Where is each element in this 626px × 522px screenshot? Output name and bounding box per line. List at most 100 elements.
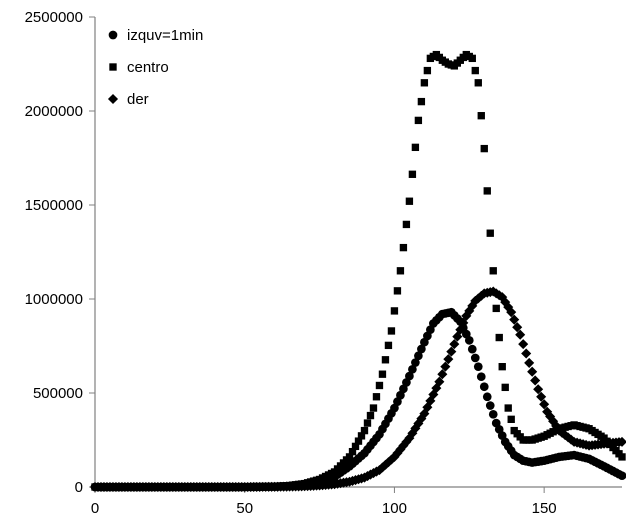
data-point — [375, 381, 384, 390]
data-point — [419, 408, 430, 419]
data-point — [440, 361, 451, 372]
y-tick-label: 2500000 — [25, 9, 83, 26]
data-point — [405, 197, 414, 205]
data-point — [504, 404, 512, 412]
data-point — [524, 357, 535, 368]
data-point — [390, 307, 399, 315]
data-point — [512, 322, 523, 333]
series-circle — [90, 307, 626, 492]
data-point — [410, 423, 421, 434]
data-point — [616, 436, 626, 447]
data-point — [509, 314, 520, 325]
data-point — [437, 369, 448, 380]
data-point — [414, 116, 423, 125]
data-point — [387, 327, 396, 335]
legend-label: izquv=1min — [127, 27, 203, 44]
data-point — [501, 383, 509, 392]
data-point — [381, 356, 390, 364]
tick-labels: 0 500000 1000000 1500000 2000000 2500000 0 50 10… — [25, 9, 557, 517]
data-point — [551, 420, 562, 431]
x-tick-label: 50 — [236, 500, 253, 517]
data-point — [399, 243, 408, 252]
data-point — [492, 304, 500, 313]
data-point — [474, 79, 482, 87]
data-point — [464, 336, 474, 345]
data-point — [389, 451, 400, 462]
data-point — [348, 447, 357, 456]
x-tick-label: 100 — [382, 500, 407, 517]
data-series — [89, 50, 626, 493]
data-point — [378, 370, 387, 378]
data-point — [485, 401, 495, 410]
data-point — [489, 267, 497, 275]
data-point — [402, 220, 411, 229]
data-point — [420, 79, 429, 87]
data-point — [545, 411, 556, 422]
data-point — [425, 395, 436, 406]
data-point — [372, 393, 381, 401]
legend-marker-circle — [108, 30, 118, 40]
y-tick-label: 1500000 — [25, 197, 83, 214]
data-point — [479, 382, 489, 392]
series-diamond — [89, 286, 626, 493]
data-point — [527, 366, 538, 377]
data-point — [449, 339, 460, 350]
data-point — [396, 267, 405, 275]
data-point — [411, 358, 420, 367]
data-point — [470, 353, 480, 363]
data-point — [393, 287, 402, 295]
data-point — [471, 66, 479, 75]
data-point — [417, 344, 426, 354]
x-tick-label: 0 — [91, 500, 99, 517]
data-point — [539, 399, 550, 410]
data-point — [407, 428, 418, 439]
data-point — [443, 354, 454, 365]
legend-label: der — [127, 91, 149, 108]
data-point — [383, 457, 394, 468]
data-point — [377, 462, 388, 473]
data-point — [497, 292, 508, 303]
data-point — [380, 459, 391, 470]
data-point — [431, 383, 442, 394]
y-tick-label: 0 — [75, 479, 83, 496]
data-point — [542, 406, 553, 417]
data-point — [408, 170, 417, 178]
axes — [89, 16, 622, 493]
y-tick-label: 500000 — [33, 385, 83, 402]
data-point — [482, 392, 492, 402]
data-point — [486, 229, 494, 237]
data-point — [357, 432, 366, 440]
data-point — [515, 329, 526, 340]
data-point — [480, 144, 488, 153]
data-point — [405, 371, 414, 381]
data-point — [366, 411, 375, 420]
data-point — [618, 453, 626, 461]
data-point — [506, 307, 517, 318]
y-tick-label: 2000000 — [25, 103, 83, 120]
data-point — [477, 112, 485, 120]
data-point — [533, 384, 544, 395]
series-square — [91, 50, 626, 491]
legend-label: centro — [127, 59, 169, 76]
data-point — [363, 419, 372, 427]
legend-marker-diamond — [107, 93, 119, 105]
data-point — [455, 324, 466, 335]
data-point — [521, 348, 532, 359]
data-point — [411, 143, 420, 152]
data-point — [536, 391, 547, 402]
data-point — [384, 341, 393, 350]
data-point — [464, 305, 475, 316]
data-point — [351, 442, 360, 451]
data-point — [617, 471, 626, 481]
data-point — [413, 418, 424, 429]
data-point — [354, 437, 363, 445]
legend: izquv=1min centro der — [107, 27, 203, 108]
data-point — [408, 364, 417, 374]
data-point — [414, 351, 423, 361]
data-point — [369, 404, 378, 412]
data-point — [446, 346, 457, 357]
data-point — [386, 454, 397, 465]
legend-marker-square — [109, 63, 117, 71]
